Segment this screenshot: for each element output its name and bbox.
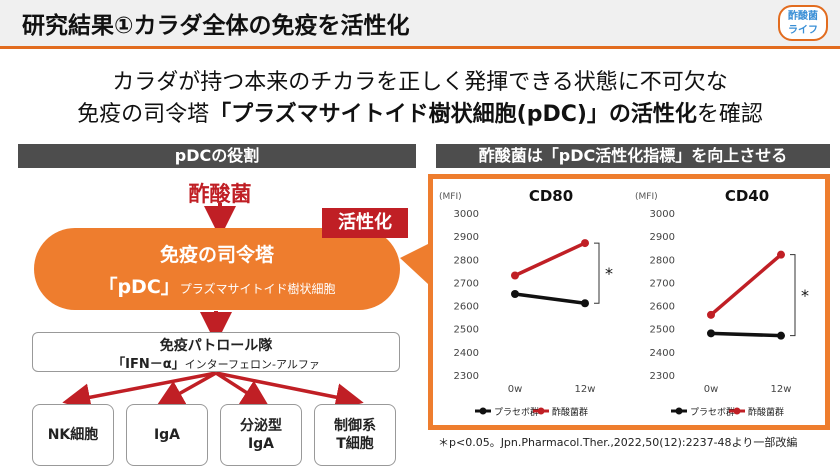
cd40-legend-label-0: プラセボ群 <box>690 406 735 418</box>
cd80-xtick-0w: 0w <box>508 384 523 395</box>
cd80-series-line-0 <box>514 292 586 305</box>
cd40-legend-marker-1 <box>733 407 741 415</box>
cd40-ytick-2300: 2300 <box>650 371 675 382</box>
result-band: 酢酸菌は「pDC活性化指標」を向上させる <box>436 144 830 168</box>
target-iga: IgA <box>126 404 208 466</box>
activation-badge: 活性化 <box>322 208 408 238</box>
cd80-point-1-0 <box>511 271 519 280</box>
pdc-label: 「pDC」プラズマサイトイド樹状細胞 <box>34 272 400 299</box>
cd80-point-0-0 <box>511 290 519 298</box>
cd80-legend-label-0: プラセボ群 <box>494 406 539 418</box>
cd80-legend-marker-0 <box>479 407 487 415</box>
cd40-significance-bracket <box>790 254 796 337</box>
cd40-ylabel: (MFI) <box>635 192 658 202</box>
cd80-ytick-2900: 2900 <box>454 232 479 243</box>
arrow-to-iga <box>155 371 217 407</box>
logo-text-top: 酢酸菌 <box>788 11 818 22</box>
cd40-significance-mark: * <box>801 286 809 305</box>
cd80-ylabel: (MFI) <box>439 192 462 202</box>
command-title: 免疫の司令塔 <box>159 244 274 266</box>
cd40-point-0-1 <box>777 331 785 340</box>
cd40-ytick-2700: 2700 <box>650 278 675 289</box>
cd80-xtick-12w: 12w <box>575 384 596 395</box>
cd80-significance-mark: * <box>605 264 613 283</box>
cd40-ytick-3000: 3000 <box>650 209 675 220</box>
ifn-label: 「IFN－α」 <box>112 357 185 372</box>
cd40-point-1-0 <box>707 310 715 319</box>
patrol-title: 免疫パトロール隊 <box>159 338 273 354</box>
cd80-ytick-2300: 2300 <box>454 371 479 382</box>
arrow-to-siga <box>215 371 270 408</box>
arrow-to-treg <box>215 371 364 411</box>
cd40-legend-marker-0 <box>675 407 683 415</box>
cd40-series-line-0 <box>710 331 782 338</box>
footnote: ＊p<0.05。Jpn.Pharmacol.Ther.,2022,50(12):… <box>438 436 798 449</box>
ifn-description: インターフェロン-アルファ <box>184 358 320 371</box>
target-secretory-iga: 分泌型 IgA <box>220 404 302 466</box>
pdc-ellipse: 免疫の司令塔 「pDC」プラズマサイトイド樹状細胞 <box>34 228 400 310</box>
cd80-ytick-2400: 2400 <box>454 348 479 359</box>
cd40-title: CD40 <box>725 187 769 205</box>
cd80-ytick-2600: 2600 <box>454 302 479 313</box>
patrol-subtitle: 「IFN－α」インターフェロン-アルファ <box>33 353 399 372</box>
headline-line2: 免疫の司令塔「プラズマサイトイド樹状細胞(pDC)」の活性化を確認 <box>0 96 840 128</box>
logo-text-bottom: ライフ <box>788 25 818 36</box>
headline-line1: カラダが持つ本来のチカラを正しく発揮できる状態に不可欠な <box>112 70 728 95</box>
target-regulatory-t-cell: 制御系 T細胞 <box>314 404 396 466</box>
cd40-ytick-2500: 2500 <box>650 325 675 336</box>
target-nk-cell: NK細胞 <box>32 404 114 466</box>
header-bar <box>0 0 840 46</box>
cd40-series-line-1 <box>709 253 783 317</box>
pdc-name: 「pDC」 <box>98 276 180 298</box>
cd80-ytick-3000: 3000 <box>454 209 479 220</box>
cd80-title: CD80 <box>529 187 573 205</box>
page-title: 研究結果①カラダ全体の免疫を活性化 <box>22 13 410 39</box>
cd40-xtick-12w: 12w <box>771 384 792 395</box>
cd80-series-line-1 <box>514 241 586 278</box>
charts-svg: (MFI) CD80 2300 2400 2500 2600 2700 2800 2900 300… <box>439 187 809 418</box>
cd80-legend-marker-1 <box>537 407 545 415</box>
cd40-xtick-0w: 0w <box>704 384 719 395</box>
cd40-legend-label-1: 酢酸菌群 <box>748 406 784 418</box>
chart-frame <box>428 174 830 430</box>
brand-logo: 酢酸菌 ライフ <box>778 5 828 41</box>
headline-part-c: を確認 <box>696 102 763 127</box>
pdc-description: プラズマサイトイド樹状細胞 <box>179 282 336 296</box>
source-label: 酢酸菌 <box>188 182 252 206</box>
cd40-ytick-2600: 2600 <box>650 302 675 313</box>
cd80-legend-label-1: 酢酸菌群 <box>552 406 588 418</box>
arrow-to-nk <box>62 371 217 412</box>
headline-part-a: 免疫の司令塔 <box>77 102 210 127</box>
headline-part-b: 「プラズマサイトイド樹状細胞(pDC)」の活性化 <box>209 102 697 127</box>
pdc-role-band: pDCの役割 <box>18 144 416 168</box>
cd40-ytick-2800: 2800 <box>650 255 675 266</box>
cd80-ytick-2700: 2700 <box>454 278 479 289</box>
cd80-ytick-2800: 2800 <box>454 255 479 266</box>
cd80-significance-bracket <box>594 242 600 304</box>
cd40-point-1-1 <box>777 250 785 259</box>
cd80-point-0-1 <box>581 299 589 308</box>
cd40-point-0-0 <box>707 329 715 338</box>
cd40-ytick-2900: 2900 <box>650 232 675 243</box>
patrol-box: 免疫パトロール隊 「IFN－α」インターフェロン-アルファ <box>32 332 400 372</box>
header-divider <box>0 46 840 49</box>
cd80-ytick-2500: 2500 <box>454 325 479 336</box>
cd80-point-1-1 <box>581 239 589 248</box>
cd40-ytick-2400: 2400 <box>650 348 675 359</box>
callout-pointer <box>400 244 428 284</box>
